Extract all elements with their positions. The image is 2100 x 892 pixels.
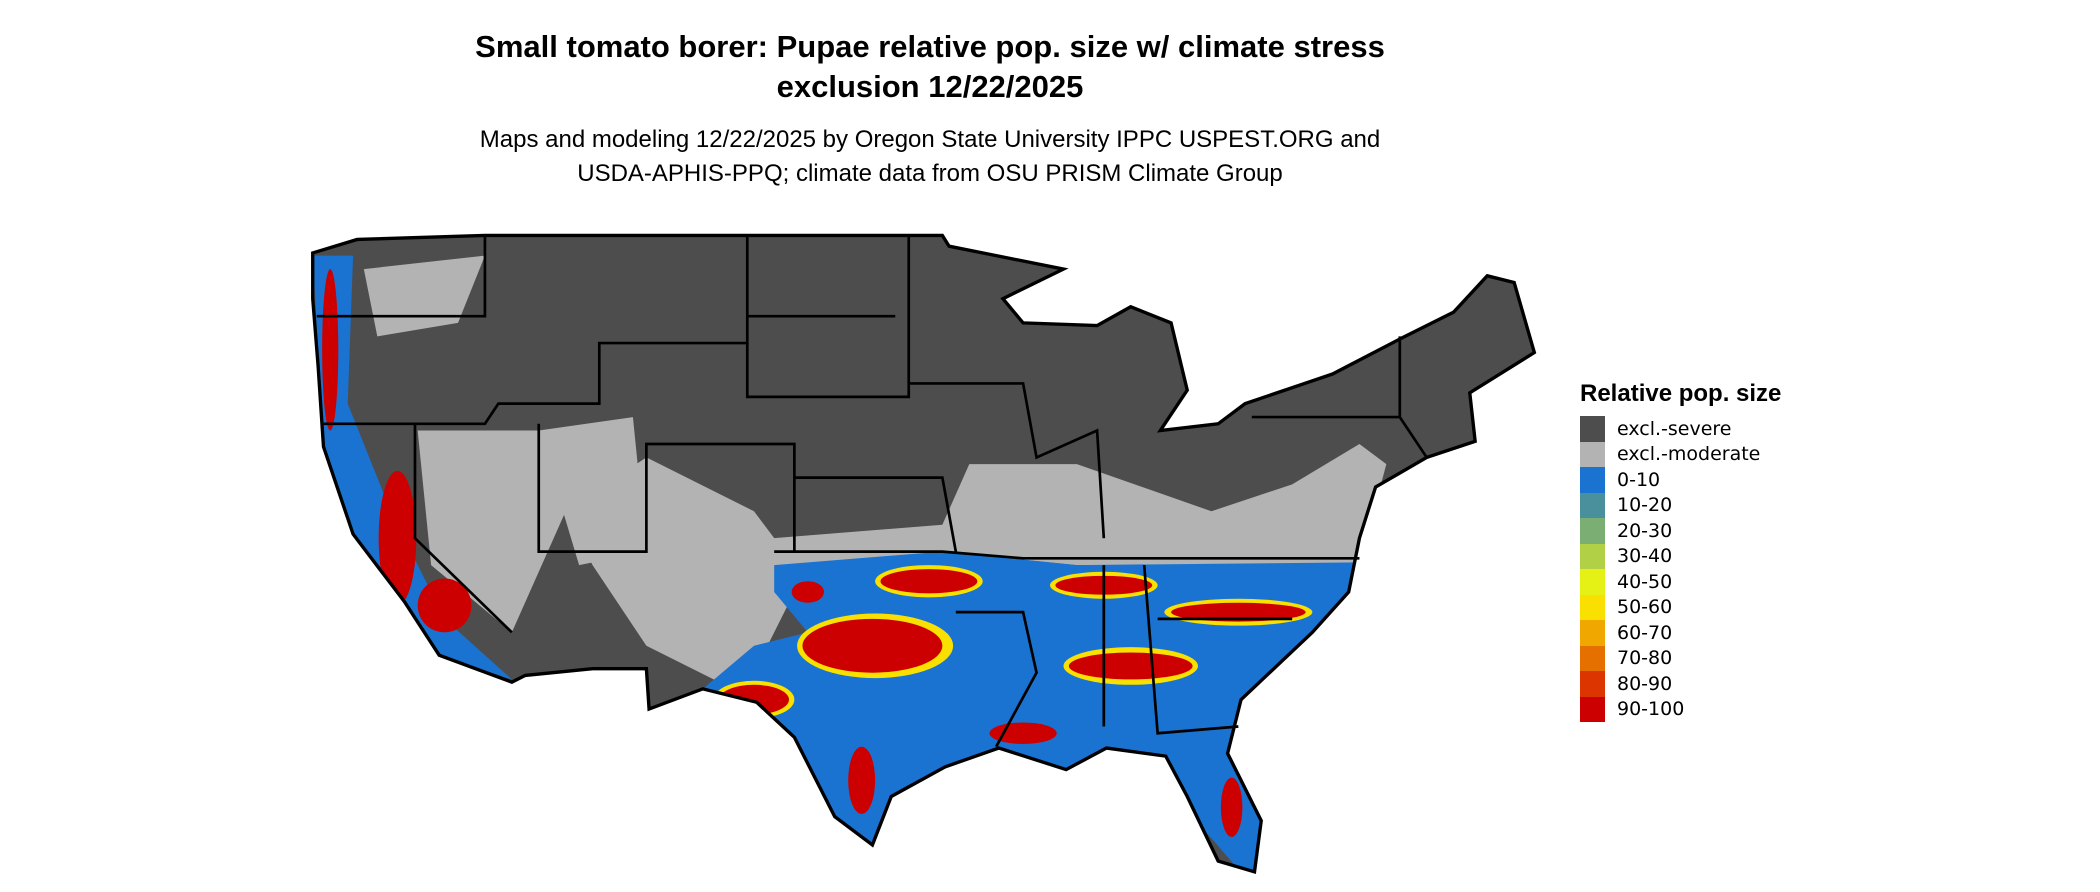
legend-label: 20-30: [1617, 519, 1673, 542]
legend-item: excl.-moderate: [1580, 441, 1781, 467]
legend-item: 10-20: [1580, 492, 1781, 518]
legend-swatch: [1580, 594, 1605, 620]
legend-item: 90-100: [1580, 696, 1781, 722]
legend-label: 0-10: [1617, 468, 1661, 491]
legend-label: 80-90: [1617, 672, 1673, 695]
legend-title: Relative pop. size: [1580, 380, 1782, 407]
range-90-100-areas: [322, 269, 1306, 837]
legend-swatch: [1580, 543, 1605, 569]
excl-moderate-west: [363, 255, 647, 633]
map-title-line2: exclusion 12/22/2025: [776, 69, 1084, 104]
legend-item: 30-40: [1580, 543, 1781, 569]
legend-label: 30-40: [1617, 545, 1673, 568]
legend-item: excl.-severe: [1580, 416, 1781, 442]
legend-label: excl.-severe: [1617, 417, 1732, 440]
legend-item: 40-50: [1580, 569, 1781, 595]
legend-item: 70-80: [1580, 645, 1781, 671]
legend: Relative pop. size excl.-severe excl.-mod…: [1580, 380, 1781, 722]
legend-item: 20-30: [1580, 518, 1781, 544]
legend-swatch: [1580, 620, 1605, 646]
legend-item: 80-90: [1580, 671, 1781, 697]
map-subtitle-line1: Maps and modeling 12/22/2025 by Oregon S…: [479, 126, 1381, 153]
legend-item: 60-70: [1580, 620, 1781, 646]
legend-item: 0-10: [1580, 467, 1781, 493]
map-subtitle-line2: USDA-APHIS-PPQ; climate data from OSU PR…: [577, 160, 1283, 187]
legend-item: 50-60: [1580, 594, 1781, 620]
legend-swatch: [1580, 467, 1605, 493]
legend-label: 10-20: [1617, 494, 1673, 517]
legend-swatch: [1580, 569, 1605, 595]
map-title-line1: Small tomato borer: Pupae relative pop. …: [475, 29, 1385, 64]
legend-swatch: [1580, 492, 1605, 518]
legend-swatch: [1580, 671, 1605, 697]
state-borders: [316, 235, 1428, 748]
legend-swatch: [1580, 645, 1605, 671]
legend-label: 60-70: [1617, 621, 1673, 644]
legend-swatch: [1580, 441, 1605, 467]
legend-label: 50-60: [1617, 596, 1673, 619]
legend-swatch: [1580, 518, 1605, 544]
legend-swatch: [1580, 416, 1605, 442]
legend-label: 70-80: [1617, 647, 1673, 670]
legend-label: 40-50: [1617, 570, 1673, 593]
legend-label: excl.-moderate: [1617, 443, 1761, 466]
legend-swatch: [1580, 696, 1605, 722]
legend-label: 90-100: [1617, 698, 1685, 721]
